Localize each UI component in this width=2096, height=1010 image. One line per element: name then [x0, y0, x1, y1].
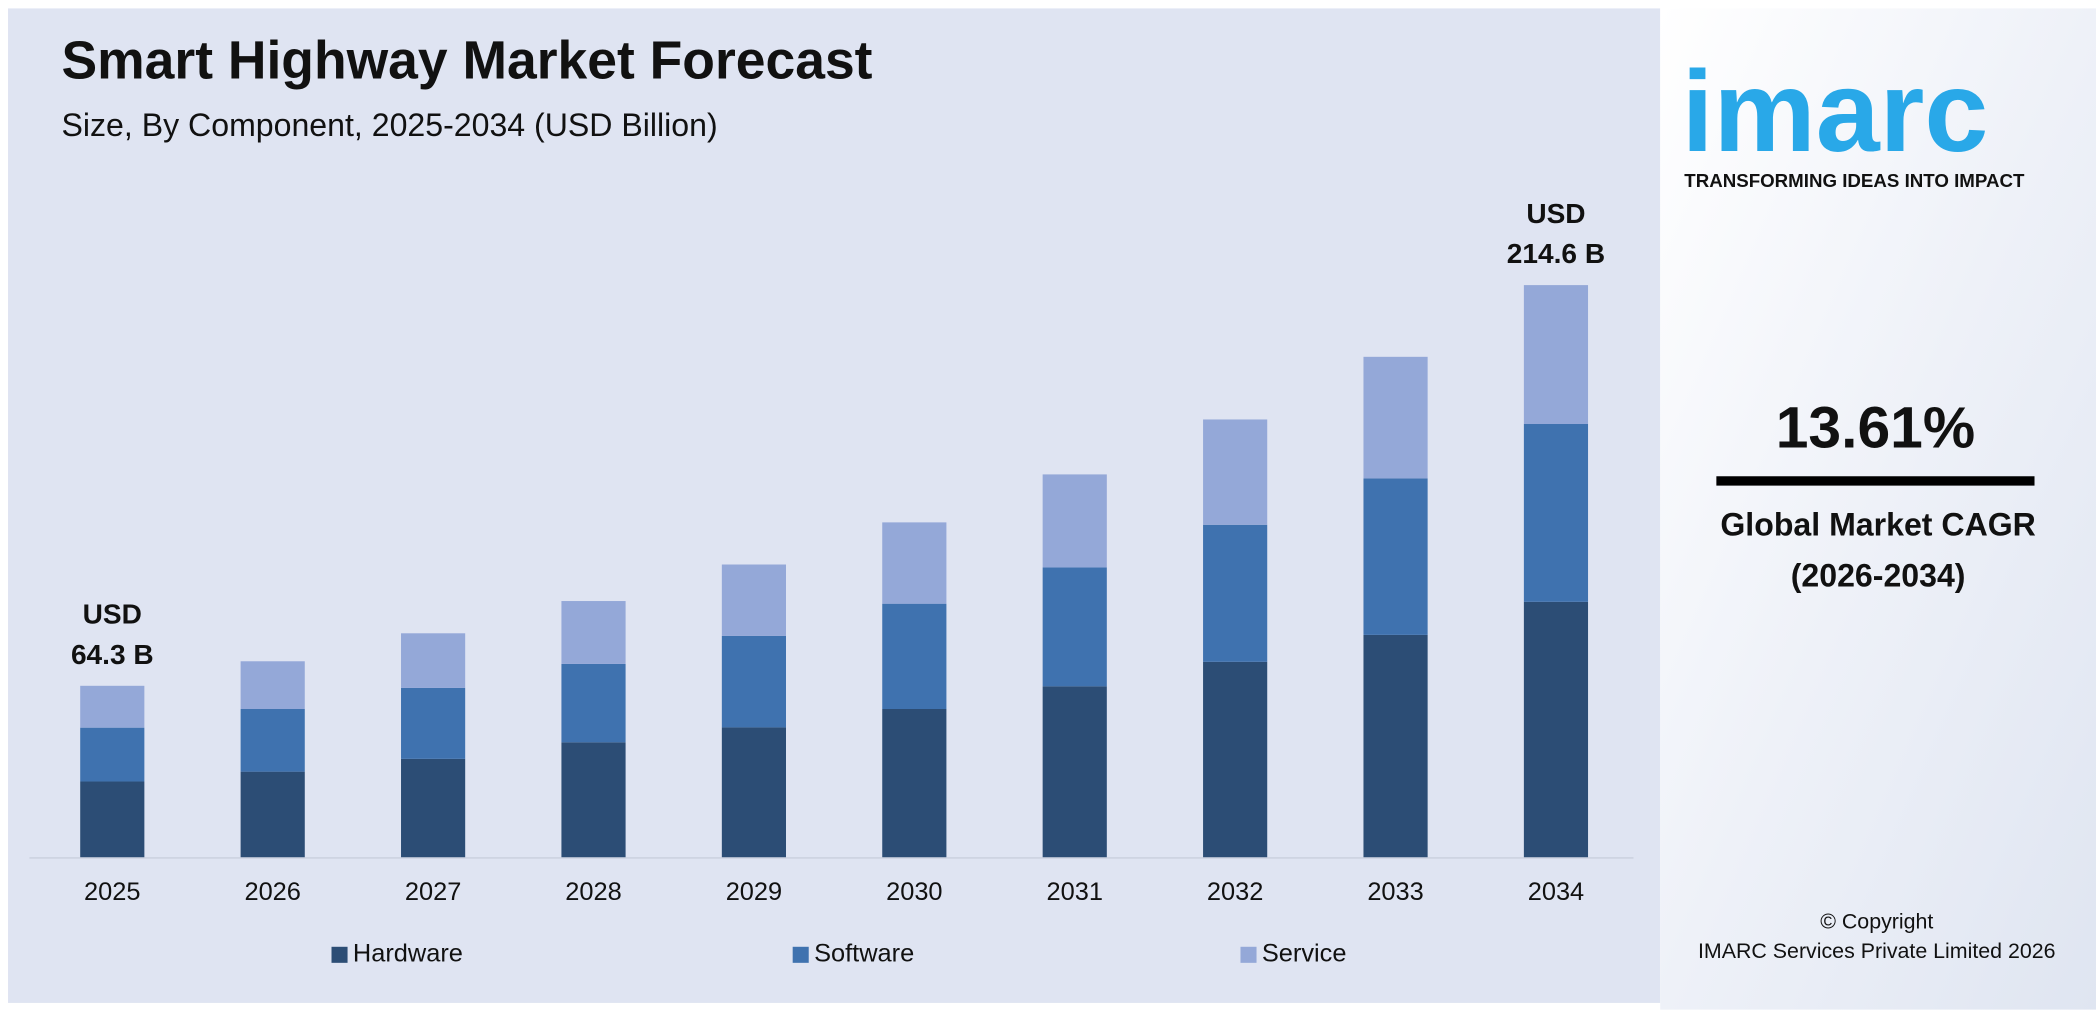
- x-tick-label: 2032: [1207, 878, 1263, 906]
- bar-segment: [1042, 686, 1107, 858]
- bar-segment: [1203, 524, 1268, 662]
- legend-label: Hardware: [353, 940, 463, 968]
- bar-segment: [1042, 567, 1107, 687]
- chart-title: Smart Highway Market Forecast: [61, 32, 872, 91]
- legend-swatch: [331, 946, 348, 963]
- legend-swatch: [792, 946, 809, 963]
- bar-segment: [1523, 424, 1589, 602]
- total-label: USD: [83, 599, 142, 630]
- bar-segment: [1523, 601, 1589, 858]
- chart-subtitle: Size, By Component, 2025-2034 (USD Billi…: [61, 107, 717, 143]
- x-tick-label: 2030: [886, 878, 942, 906]
- bar-segment: [721, 727, 786, 858]
- legend-swatch: [1240, 946, 1257, 963]
- bar-segment: [240, 661, 305, 710]
- copyright: © Copyright: [1820, 909, 1933, 933]
- bar-segment: [80, 727, 145, 782]
- bar-segment: [882, 709, 947, 858]
- legend-label: Service: [1262, 940, 1347, 968]
- bar-segment: [401, 687, 466, 759]
- x-tick-label: 2031: [1047, 878, 1103, 906]
- bar-segment: [721, 635, 786, 728]
- x-tick-label: 2029: [726, 878, 782, 906]
- total-label: 214.6 B: [1507, 238, 1605, 269]
- bar-segment: [561, 601, 626, 664]
- bar-segment: [1203, 661, 1268, 858]
- bar-segment: [1363, 478, 1428, 635]
- x-tick-label: 2026: [244, 878, 300, 906]
- tagline: TRANSFORMING IDEAS INTO IMPACT: [1684, 170, 2025, 191]
- x-tick-label: 2027: [405, 878, 461, 906]
- bar-segment: [401, 758, 466, 858]
- x-tick-label: 2028: [565, 878, 621, 906]
- cagr-label: Global Market CAGR: [1720, 507, 2036, 543]
- cagr-value: 13.61%: [1776, 396, 1975, 461]
- total-label: USD: [1526, 198, 1585, 229]
- bar-segment: [80, 781, 145, 858]
- bar-segment: [882, 603, 947, 710]
- bar-segment: [240, 709, 305, 772]
- bar-segment: [1523, 285, 1589, 425]
- legend-label: Software: [814, 940, 914, 968]
- bar-segment: [882, 522, 947, 604]
- bar-segment: [401, 633, 466, 688]
- x-tick-label: 2034: [1528, 878, 1584, 906]
- bar-segment: [561, 742, 626, 858]
- copyright: IMARC Services Private Limited 2026: [1698, 939, 2056, 963]
- x-tick-label: 2025: [84, 878, 140, 906]
- bar-segment: [1203, 419, 1268, 525]
- cagr-rule: [1716, 476, 2035, 486]
- bar-segment: [1042, 474, 1107, 568]
- x-tick-label: 2033: [1367, 878, 1423, 906]
- sidebar-background: [1660, 8, 2096, 1010]
- bar-segment: [1363, 634, 1428, 858]
- bar-segment: [80, 685, 145, 728]
- bar-segment: [561, 663, 626, 743]
- bar-segment: [1363, 356, 1428, 479]
- bar-segment: [240, 771, 305, 858]
- cagr-period: (2026-2034): [1791, 557, 1966, 593]
- total-label: 64.3 B: [71, 639, 154, 670]
- logo: imarc: [1682, 48, 1989, 176]
- bar-segment: [721, 564, 786, 636]
